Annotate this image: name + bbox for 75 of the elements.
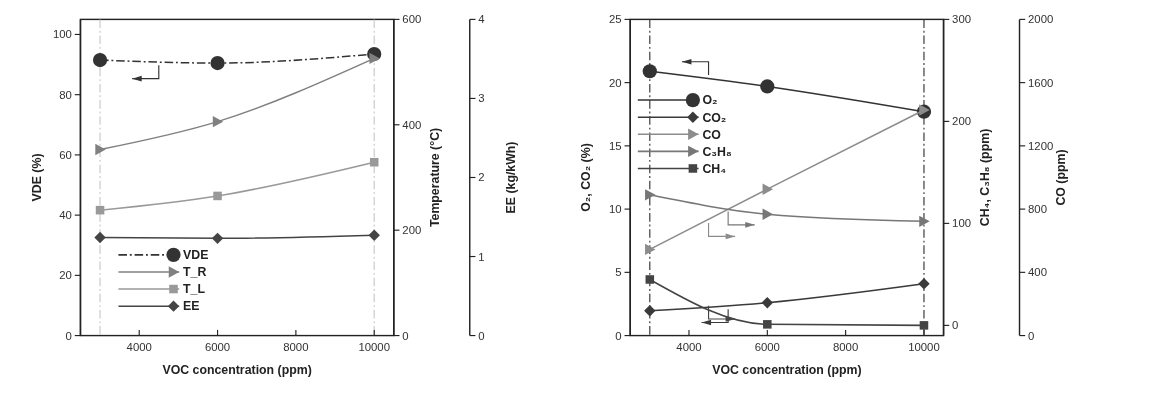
point bbox=[645, 275, 655, 284]
x-tick-label: 4000 bbox=[676, 340, 702, 353]
y2-tick-label: 600 bbox=[402, 13, 422, 26]
point bbox=[762, 183, 773, 195]
point bbox=[762, 208, 773, 220]
legend-label: C₃H₈ bbox=[702, 144, 732, 159]
legend-label: O₂ bbox=[702, 93, 718, 108]
y-tick-label: 80 bbox=[59, 88, 72, 101]
point bbox=[369, 52, 380, 65]
y-axis-title: O₂, CO₂ (%) bbox=[579, 143, 594, 212]
y2-axis-title: Temperature (°C) bbox=[428, 127, 443, 228]
y3-tick-label: 1200 bbox=[1028, 139, 1054, 152]
y-tick-label: 25 bbox=[609, 13, 622, 26]
y3-tick-label: 0 bbox=[478, 329, 485, 342]
legend-label: T_R bbox=[183, 265, 207, 280]
point bbox=[92, 52, 108, 68]
y3-tick-label: 0 bbox=[1028, 329, 1035, 342]
x-tick-label: 8000 bbox=[832, 340, 859, 353]
point bbox=[95, 143, 106, 156]
y3-tick-label: 2000 bbox=[1028, 13, 1054, 26]
point bbox=[210, 55, 225, 71]
x-axis-title: VOC concentration (ppm) bbox=[162, 362, 312, 377]
x-tick-label: 10000 bbox=[908, 340, 940, 353]
y2-tick-label: 0 bbox=[952, 319, 959, 332]
y3-tick-label: 400 bbox=[1028, 266, 1048, 279]
x-axis-title: VOC concentration (ppm) bbox=[712, 362, 862, 377]
y-tick-label: 0 bbox=[615, 329, 622, 342]
point bbox=[645, 243, 656, 256]
y3-tick-label: 1 bbox=[478, 250, 485, 263]
legend-label: EE bbox=[183, 299, 200, 314]
legend-label: CH₄ bbox=[702, 161, 727, 176]
y-tick-label: 100 bbox=[52, 28, 72, 41]
point bbox=[642, 64, 657, 79]
point bbox=[644, 305, 656, 317]
x-tick-label: 6000 bbox=[754, 340, 780, 353]
y2-tick-label: 100 bbox=[952, 217, 972, 230]
x-tick-label: 6000 bbox=[204, 340, 231, 353]
point bbox=[919, 321, 929, 330]
y-tick-label: 40 bbox=[59, 209, 72, 222]
y2-axis-title: CH₄, C₃H₈ (ppm) bbox=[978, 128, 993, 227]
point bbox=[212, 115, 224, 128]
y3-tick-label: 1600 bbox=[1028, 76, 1054, 89]
y-tick-label: 20 bbox=[59, 269, 72, 282]
y3-tick-label: 2 bbox=[478, 171, 485, 184]
y2-tick-label: 0 bbox=[402, 329, 409, 342]
x-tick-label: 4000 bbox=[126, 340, 152, 353]
y2-tick-label: 200 bbox=[952, 115, 972, 128]
point bbox=[763, 320, 772, 329]
y-tick-label: 15 bbox=[609, 139, 622, 152]
y2-tick-label: 400 bbox=[402, 118, 422, 131]
y3-tick-label: 800 bbox=[1028, 203, 1048, 216]
y2-tick-label: 200 bbox=[402, 224, 422, 237]
y3-axis-title: EE (kg/kWh) bbox=[504, 141, 519, 214]
point bbox=[645, 189, 656, 201]
y3-axis-title: CO (ppm) bbox=[1054, 149, 1069, 206]
y-tick-label: 60 bbox=[59, 148, 72, 161]
point bbox=[918, 278, 930, 290]
point bbox=[919, 215, 930, 228]
y-tick-label: 20 bbox=[609, 76, 622, 89]
y3-tick-label: 3 bbox=[478, 92, 485, 105]
legend-label: CO bbox=[702, 127, 722, 142]
x-tick-label: 8000 bbox=[283, 340, 309, 353]
y-axis-title: VDE (%) bbox=[29, 153, 44, 202]
y-tick-label: 10 bbox=[609, 203, 622, 216]
legend-label: CO₂ bbox=[702, 110, 727, 125]
x-tick-label: 10000 bbox=[358, 340, 391, 353]
y-tick-label: 0 bbox=[65, 329, 72, 342]
y-tick-label: 5 bbox=[615, 266, 622, 279]
legend-label: VDE bbox=[183, 248, 209, 263]
legend-label: T_L bbox=[183, 282, 206, 297]
point bbox=[761, 297, 773, 309]
point bbox=[760, 79, 775, 94]
point bbox=[213, 191, 222, 201]
y3-tick-label: 4 bbox=[478, 13, 485, 26]
y2-tick-label: 300 bbox=[952, 13, 972, 26]
